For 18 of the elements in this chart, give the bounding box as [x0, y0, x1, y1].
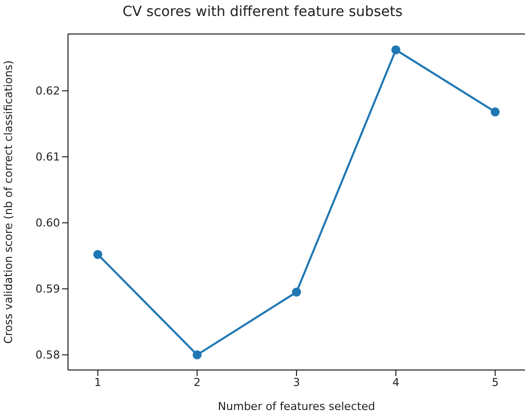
x-tick-label: 5	[492, 376, 499, 389]
y-tick-label: 0.62	[36, 84, 60, 98]
y-tick-label: 0.59	[36, 282, 60, 296]
point	[292, 288, 301, 297]
y-tick-label: 0.60	[36, 216, 60, 230]
chart-title: CV scores with different feature subsets	[122, 3, 404, 22]
point	[192, 350, 202, 360]
x-axis-title: Number of features selected	[218, 400, 376, 413]
y-tick-label: 0.58	[36, 348, 60, 362]
x-tick-label: 3	[293, 376, 300, 389]
point	[93, 250, 102, 259]
x-tick-label: 4	[392, 376, 400, 389]
point	[490, 107, 500, 116]
point	[391, 45, 400, 54]
y-tick-label: 0.61	[36, 150, 60, 164]
y-axis-title: Cross validation score (nb of correct classifications)	[2, 60, 15, 344]
x-tick-label: 1	[94, 376, 102, 389]
x-tick-label: 2	[194, 376, 201, 389]
